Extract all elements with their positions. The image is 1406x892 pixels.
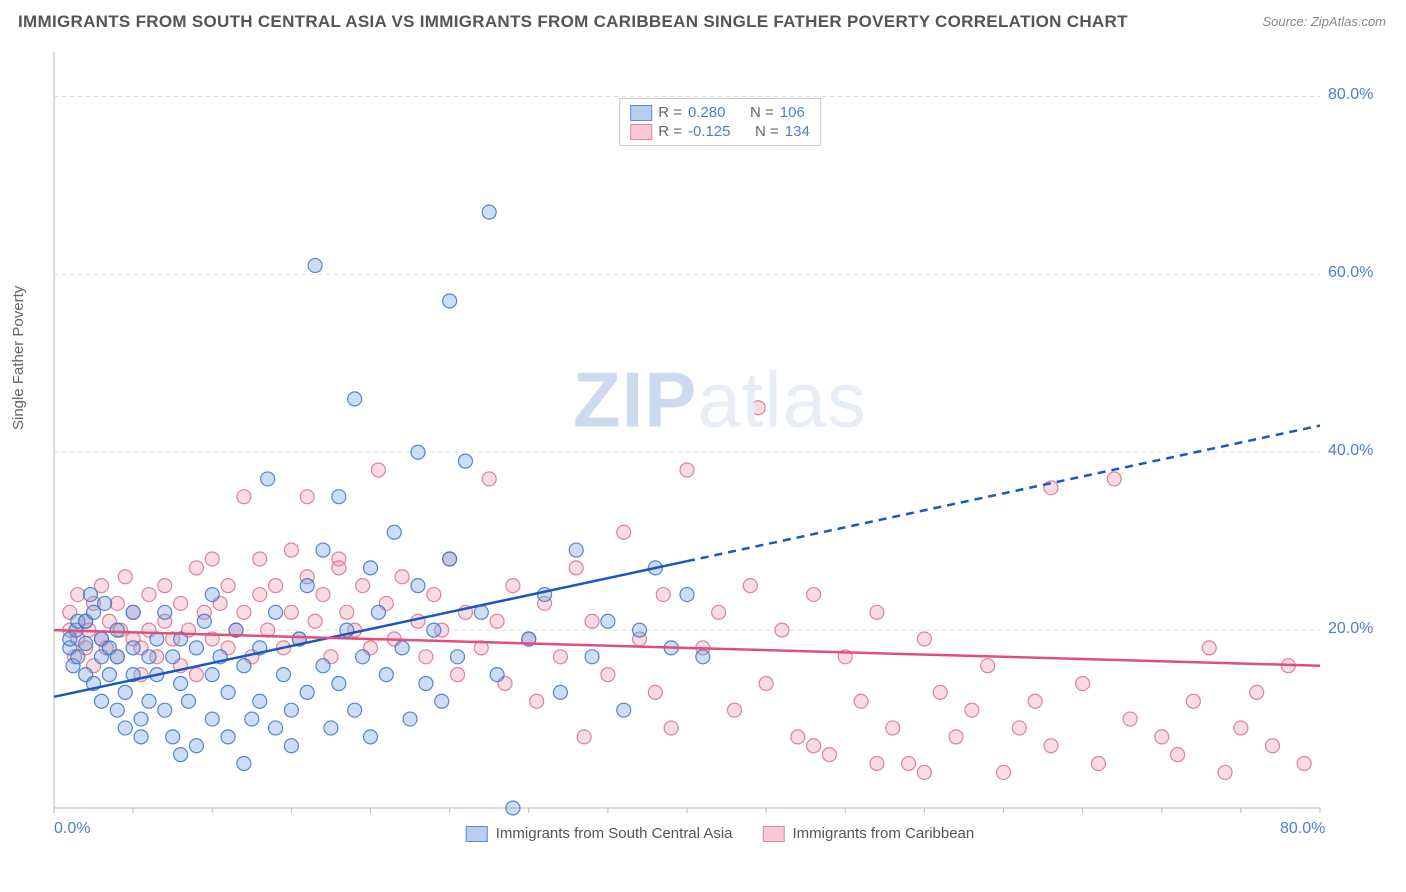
y-tick-label: 40.0% xyxy=(1328,442,1373,460)
correlation-legend: R = 0.280 N = 106 R = -0.125 N = 134 xyxy=(619,98,821,146)
x-tick-label: 0.0% xyxy=(54,820,90,838)
scatter-plot xyxy=(50,48,1390,848)
series-legend: Immigrants from South Central Asia Immigr… xyxy=(466,825,975,842)
x-tick-label: 80.0% xyxy=(1280,820,1325,838)
legend-swatch xyxy=(763,826,785,842)
series-legend-label: Immigrants from South Central Asia xyxy=(496,825,733,842)
correlation-legend-row: R = -0.125 N = 134 xyxy=(630,122,810,141)
y-tick-label: 20.0% xyxy=(1328,620,1373,638)
series-legend-label: Immigrants from Caribbean xyxy=(793,825,975,842)
chart-title: IMMIGRANTS FROM SOUTH CENTRAL ASIA VS IM… xyxy=(18,12,1128,32)
legend-swatch xyxy=(466,826,488,842)
y-axis-label: Single Father Poverty xyxy=(10,286,27,430)
correlation-legend-row: R = 0.280 N = 106 xyxy=(630,103,810,122)
series-legend-item: Immigrants from Caribbean xyxy=(763,825,975,842)
chart-area: ZIPatlas R = 0.280 N = 106 R = -0.125 N … xyxy=(50,48,1390,848)
y-tick-label: 60.0% xyxy=(1328,264,1373,282)
source-attribution: Source: ZipAtlas.com xyxy=(1262,14,1386,29)
legend-swatch xyxy=(630,105,652,121)
series-legend-item: Immigrants from South Central Asia xyxy=(466,825,733,842)
watermark: ZIPatlas xyxy=(573,355,867,446)
y-tick-label: 80.0% xyxy=(1328,86,1373,104)
legend-swatch xyxy=(630,124,652,140)
